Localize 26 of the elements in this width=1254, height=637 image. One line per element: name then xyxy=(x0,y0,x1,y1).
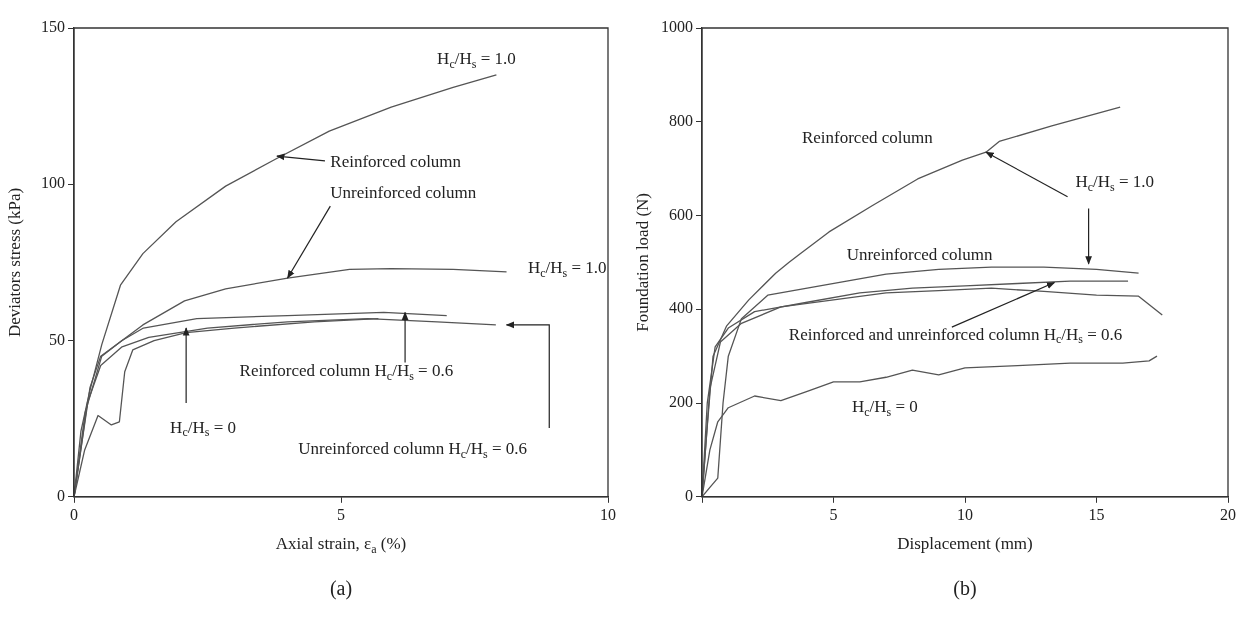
x-tick-label: 15 xyxy=(1088,505,1105,523)
y-tick-label: 800 xyxy=(669,111,693,129)
x-tick-label: 0 xyxy=(70,505,78,523)
x-tick-label: 20 xyxy=(1220,505,1236,523)
y-tick-label: 200 xyxy=(669,393,693,411)
y-tick-label: 150 xyxy=(41,18,65,36)
annotation: Reinforced column xyxy=(801,127,934,147)
annotation: Unreinforced column xyxy=(846,244,994,264)
text: (a) xyxy=(329,577,353,601)
y-tick-label: 1000 xyxy=(661,18,693,36)
x-tick-label: 10 xyxy=(600,505,616,523)
annotation: Unreinforced column xyxy=(330,183,477,203)
y-tick-label: 400 xyxy=(669,299,693,317)
annotation: Reinforced column xyxy=(330,151,462,171)
y-tick-label: 0 xyxy=(57,487,65,504)
y-tick-label: 600 xyxy=(669,205,693,223)
x-axis-title: Displacement (mm) xyxy=(897,534,1033,554)
y-tick-label: 100 xyxy=(41,174,65,192)
x-tick-label: 10 xyxy=(957,505,973,523)
x-tick-label: 5 xyxy=(829,505,838,523)
y-tick-label: 50 xyxy=(49,330,65,348)
y-axis-title: Deviators stress (kPa) xyxy=(5,187,25,337)
y-tick-label: 0 xyxy=(685,487,693,504)
text: (b) xyxy=(953,577,977,601)
y-axis-title: Foundation load (N) xyxy=(633,192,653,332)
x-tick-label: 5 xyxy=(337,505,345,523)
